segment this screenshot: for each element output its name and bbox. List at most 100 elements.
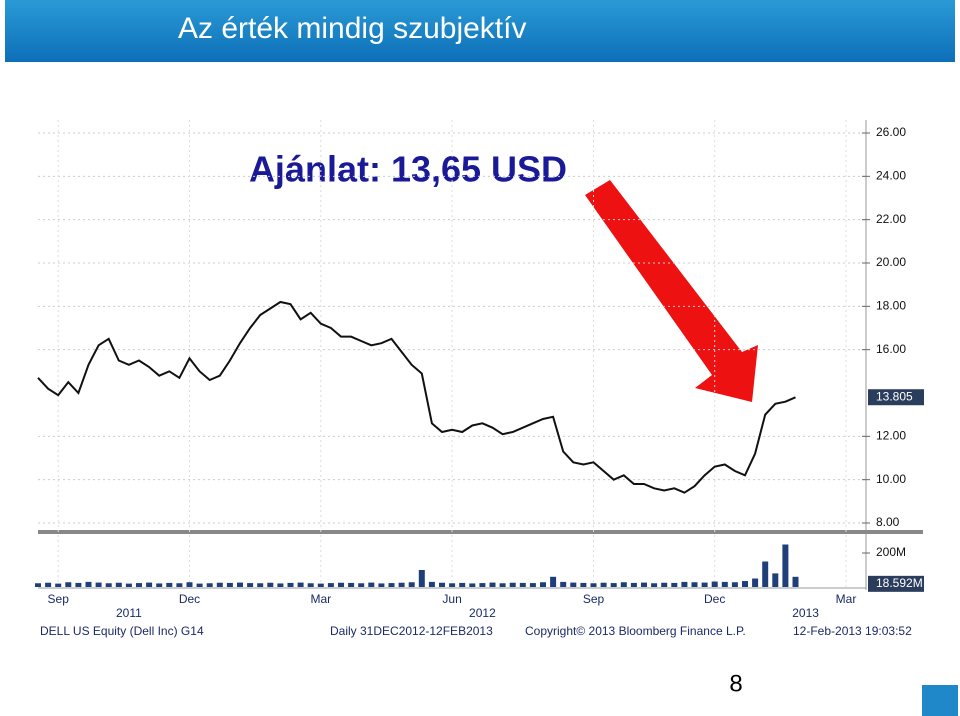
footer-text: Copyright© 2013 Bloomberg Finance L.P.	[525, 624, 746, 638]
volume-bar	[489, 582, 496, 587]
x-tick-label: Jun	[442, 592, 461, 606]
volume-bar	[358, 583, 365, 587]
volume-bar	[641, 582, 647, 587]
annotation: Ajánlat: 13,65 USD	[249, 149, 567, 190]
volume-bar	[519, 582, 526, 587]
y-tick-label: 8.00	[876, 515, 900, 529]
volume-bar	[338, 582, 344, 587]
volume-bar	[55, 583, 62, 587]
x-tick-label: Sep	[48, 592, 70, 606]
last-price-label: 13.805	[876, 389, 913, 403]
volume-bar	[721, 581, 728, 587]
y-tick-label: 24.00	[876, 169, 906, 183]
footer-text: DELL US Equity (Dell Inc) G14	[40, 624, 204, 638]
panel-separator	[38, 530, 923, 534]
year-label: 2013	[792, 606, 819, 620]
volume-bar	[146, 582, 153, 587]
volume-bar	[115, 582, 122, 587]
volume-bar	[651, 583, 658, 587]
y-tick-label: 22.00	[876, 212, 906, 226]
y-tick-label: 12.00	[876, 429, 906, 443]
volume-bar	[620, 582, 627, 587]
volume-bar	[560, 581, 567, 587]
footer-text: 12-Feb-2013 19:03:52	[793, 624, 912, 638]
volume-bar	[792, 576, 799, 587]
volume-bar	[45, 582, 52, 587]
volume-bar	[600, 582, 607, 587]
volume-bar	[469, 583, 476, 587]
volume-bar	[176, 583, 183, 587]
volume-bar	[418, 570, 425, 587]
volume-tick-label: 200M	[876, 545, 906, 559]
title-bar	[5, 0, 955, 62]
volume-bar	[156, 583, 163, 587]
volume-bar	[630, 582, 637, 587]
price-line	[37, 300, 796, 494]
volume-bar	[125, 583, 132, 587]
volume-bar	[277, 583, 284, 587]
volume-bar	[499, 583, 506, 587]
x-tick-label: Mar	[836, 592, 857, 606]
volume-bar	[580, 582, 587, 587]
volume-bar	[772, 573, 779, 587]
volume-bar	[35, 583, 41, 587]
volume-bar	[691, 582, 698, 587]
volume-bar	[297, 582, 304, 587]
volume-bar	[307, 583, 314, 587]
volume-bar	[378, 583, 385, 587]
volume-bar	[762, 561, 769, 587]
y-tick-label: 18.00	[876, 299, 906, 313]
volume-bar	[529, 583, 536, 587]
y-tick-label: 10.00	[876, 472, 906, 486]
x-tick-label: Dec	[704, 592, 725, 606]
year-label: 2011	[116, 606, 142, 620]
volume-bar	[75, 582, 82, 587]
volume-bar	[428, 581, 435, 587]
volume-bar	[348, 582, 355, 587]
volume-bar	[226, 582, 233, 587]
volume-bar	[711, 581, 718, 587]
volume-bar	[479, 583, 486, 587]
page-number: 8	[729, 670, 742, 697]
year-label: 2012	[469, 606, 496, 620]
volume-bar	[449, 583, 456, 587]
volume-bar	[782, 544, 789, 587]
slide-title: Az érték mindig szubjektív	[178, 12, 526, 45]
volume-bar	[509, 582, 516, 587]
volume-bar	[85, 581, 92, 587]
volume-bar	[681, 581, 688, 587]
y-tick-label: 26.00	[876, 125, 906, 139]
volume-bar	[95, 582, 102, 587]
volume-bar	[459, 582, 466, 587]
volume-bar	[257, 583, 264, 587]
corner-square	[922, 685, 958, 716]
volume-bar	[267, 582, 274, 587]
volume-bar	[570, 582, 577, 587]
volume-bar	[237, 582, 243, 587]
volume-bar	[408, 582, 415, 587]
volume-bar	[196, 583, 203, 587]
volume-bar	[590, 583, 597, 587]
volume-bar	[65, 582, 72, 587]
volume-bar	[216, 582, 223, 587]
volume-bar	[368, 582, 375, 587]
y-tick-label: 20.00	[876, 255, 906, 269]
volume-bar	[398, 582, 405, 587]
volume-bar	[206, 583, 213, 587]
volume-bar	[439, 582, 445, 587]
volume-bar	[610, 583, 617, 587]
x-tick-label: Dec	[179, 592, 200, 606]
last-volume-tag	[868, 575, 924, 592]
volume-bar	[317, 583, 324, 587]
last-price-tag	[868, 389, 924, 406]
volume-bar	[742, 581, 748, 587]
volume-bar	[540, 582, 546, 587]
footer-text: Daily 31DEC2012-12FEB2013	[330, 624, 493, 638]
volume-bar	[247, 583, 254, 587]
volume-bar	[388, 583, 395, 587]
volume-bar	[701, 582, 708, 587]
volume-bar	[287, 582, 294, 587]
volume-bar	[731, 582, 738, 587]
volume-bar	[136, 583, 142, 587]
